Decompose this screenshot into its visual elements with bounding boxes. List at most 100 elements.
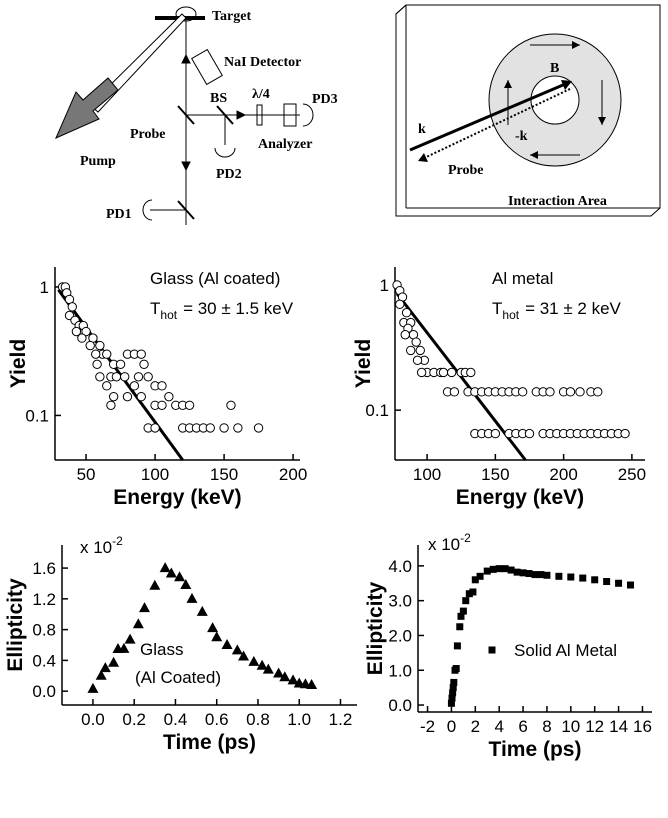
arrow [418, 153, 428, 162]
y-tick-label: 0.8 [32, 621, 56, 640]
point [136, 391, 146, 402]
point [450, 678, 458, 686]
annotation: Glass (Al coated) [150, 269, 280, 288]
multiplier-base: x 10 [80, 538, 112, 557]
point [501, 565, 509, 573]
point [412, 355, 423, 366]
x-tick-label: 100 [141, 465, 169, 484]
point [447, 699, 455, 707]
y-tick-label: 1 [380, 276, 389, 295]
analyzer [283, 103, 297, 127]
point [248, 655, 260, 666]
x-tick-label: 14 [609, 717, 628, 736]
y-axis-title: Yield [7, 339, 30, 388]
x-tick-label: 0.2 [122, 710, 146, 729]
x-tick-label: 1.2 [329, 710, 353, 729]
arrow [236, 110, 247, 120]
point [452, 665, 460, 673]
x-tick-label: -2 [420, 717, 435, 736]
point [456, 623, 464, 631]
point [111, 372, 122, 382]
minus-k-vector [419, 87, 573, 161]
point [449, 684, 457, 692]
point [122, 391, 133, 402]
x-tick-label: 1.0 [287, 710, 311, 729]
y-axis-title: Yield [352, 339, 375, 388]
point [446, 367, 457, 378]
y-tick-label: 4.0 [388, 557, 412, 576]
point [136, 349, 146, 359]
point [133, 372, 144, 382]
point [233, 423, 243, 433]
x-axis-title: Energy (keV) [456, 486, 584, 509]
point [287, 674, 299, 685]
legend-marker [112, 643, 124, 653]
point [555, 572, 563, 580]
arrow [181, 53, 191, 64]
x-tick-label: 200 [279, 465, 307, 484]
point [476, 572, 484, 580]
point [462, 597, 470, 605]
point [129, 381, 140, 391]
point [591, 576, 599, 584]
y-tick-label: 0.1 [365, 401, 389, 420]
multiplier-exp: -2 [460, 531, 471, 545]
multiplier-base: x 10 [428, 535, 460, 554]
point [157, 381, 167, 391]
legend-label: (Al Coated) [135, 668, 221, 687]
caption: Interaction Area [508, 194, 607, 209]
label: BS [210, 91, 227, 106]
point [471, 576, 479, 584]
x-tick-label: 0.0 [81, 710, 105, 729]
y-tick-label: 3.0 [388, 592, 412, 611]
point [150, 423, 160, 433]
point [415, 345, 425, 356]
arrow [530, 151, 538, 159]
point [231, 644, 243, 655]
point [449, 689, 457, 697]
legend-marker [488, 646, 496, 654]
label: Analyzer [258, 137, 312, 152]
x-tick-label: 250 [618, 465, 646, 484]
symbol: T [150, 299, 160, 318]
point [238, 650, 250, 661]
point [453, 642, 461, 650]
point [71, 326, 82, 337]
panel-edge [395, 4, 407, 15]
point [620, 428, 630, 439]
symbol: T [492, 299, 502, 318]
label: B [550, 61, 559, 76]
label: Probe [130, 127, 166, 142]
point [457, 612, 465, 620]
point [184, 400, 195, 410]
point [459, 607, 467, 615]
point [85, 340, 95, 351]
x-tick-label: 0.4 [164, 710, 188, 729]
point [545, 387, 555, 397]
point [406, 345, 416, 356]
point [139, 602, 151, 613]
x-tick-label: 8 [542, 717, 551, 736]
point [174, 571, 186, 582]
x-tick-label: 6 [518, 717, 527, 736]
point [221, 639, 233, 649]
annotation-text: = 31 ± 2 keV [525, 299, 621, 318]
legend-label: Glass [140, 640, 183, 659]
point [102, 381, 112, 391]
point [519, 569, 527, 577]
y-tick-label: 1.6 [32, 559, 56, 578]
waveplate [256, 104, 263, 126]
multiplier: x 10-2 [80, 534, 123, 557]
point [279, 671, 291, 682]
subscript: hot [160, 308, 177, 322]
point [95, 372, 105, 382]
point [395, 299, 405, 310]
point [87, 682, 99, 693]
point [517, 387, 528, 397]
point [531, 571, 539, 579]
x-tick-label: 150 [481, 465, 509, 484]
annotation: Al metal [492, 269, 553, 288]
point [205, 423, 215, 433]
